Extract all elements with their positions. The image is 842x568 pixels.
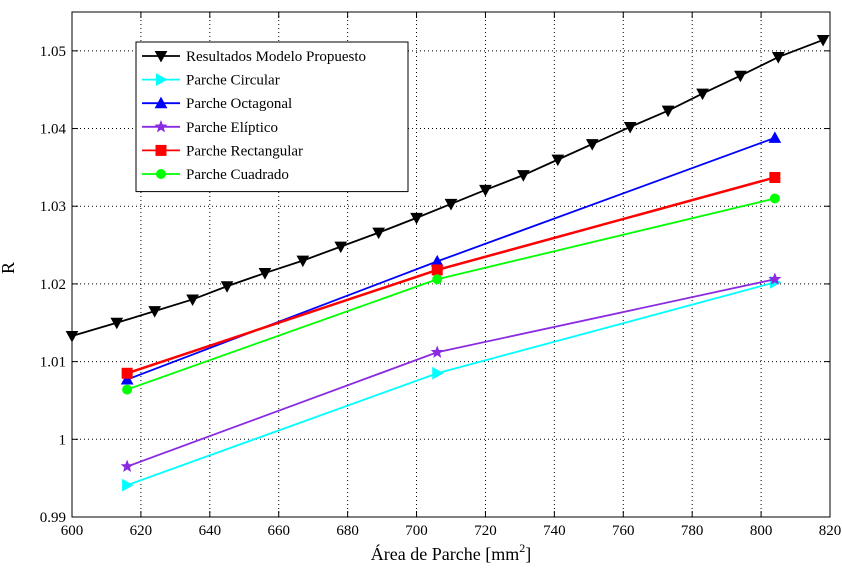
data-point [769,171,781,183]
axis-ticks: 600 620 640 660 680 700 720 740 760 780 800 820 0.99… [40,12,842,539]
x-tick-label: 760 [612,523,635,539]
data-point [120,459,134,473]
data-point [122,384,133,395]
data-point [220,281,234,293]
series-0 [65,34,830,343]
x-tick-label: 740 [543,523,566,539]
legend-label: Parche Elíptico [186,120,278,136]
x-tick-label: 720 [474,523,497,539]
legend-label: Parche Cuadrado [186,167,289,183]
x-tick-label: 660 [267,523,290,539]
y-tick-label: 1.04 [40,122,67,138]
legend-marker [156,169,166,179]
x-axis-label: Área de Parche [mm2] [371,541,531,564]
x-tick-label: 640 [199,523,222,539]
data-point [585,139,599,151]
y-tick-label: 0.99 [40,510,66,526]
data-point [816,34,830,47]
data-point [623,121,637,134]
data-point [479,184,492,197]
data-point [296,255,310,268]
legend-marker [154,51,168,63]
data-point [696,88,709,101]
x-tick-label: 780 [681,523,704,539]
data-point [444,198,458,211]
y-tick-label: 1 [59,432,67,448]
x-axis-label-superscript: 2 [519,541,525,555]
data-point [517,170,530,182]
data-point [768,272,782,285]
data-point [186,294,199,306]
data-point [771,52,785,64]
series-5 [122,193,780,395]
x-axis-label-end: ] [525,544,531,564]
x-tick-label: 800 [750,523,773,539]
y-tick-label: 1.01 [40,355,66,371]
data-point [148,306,162,318]
y-tick-label: 1.05 [40,44,66,60]
legend-marker [155,144,167,156]
data-point [661,105,675,118]
data-point [334,241,348,254]
data-point [121,367,133,379]
legend-box [135,41,409,193]
x-tick-label: 620 [130,523,153,539]
data-point [122,478,134,492]
data-point [430,345,444,358]
y-axis-label: R [0,262,18,274]
legend-label: Resultados Modelo Propuesto [186,49,366,65]
legend-marker [154,119,168,133]
data-point [432,366,444,380]
y-tick-label: 1.03 [40,199,66,215]
x-tick-label: 600 [61,523,84,539]
legend: Resultados Modelo Propuesto Parche Circul… [135,41,409,193]
legend-marker [154,96,168,109]
data-point [734,70,747,83]
data-point [258,268,272,280]
y-tick-label: 1.02 [40,277,66,293]
data-point [410,212,423,225]
data-point [432,274,443,285]
data-point [372,227,385,240]
x-tick-label: 820 [819,523,842,539]
series-3 [120,272,782,473]
x-tick-label: 680 [336,523,359,539]
series-layer [65,34,830,492]
legend-marker [156,73,168,86]
plot-frame [71,11,831,518]
legend-label: Parche Octagonal [186,96,292,112]
x-axis-label-main: Área de Parche [mm [371,543,519,564]
data-point [769,193,780,204]
data-point [110,317,124,330]
data-point [551,154,565,167]
x-tick-label: 700 [405,523,428,539]
data-point [120,372,134,385]
data-point [768,131,782,143]
data-point [431,264,443,276]
legend-label: Parche Circular [186,73,280,89]
legend-label: Parche Rectangular [186,143,303,159]
